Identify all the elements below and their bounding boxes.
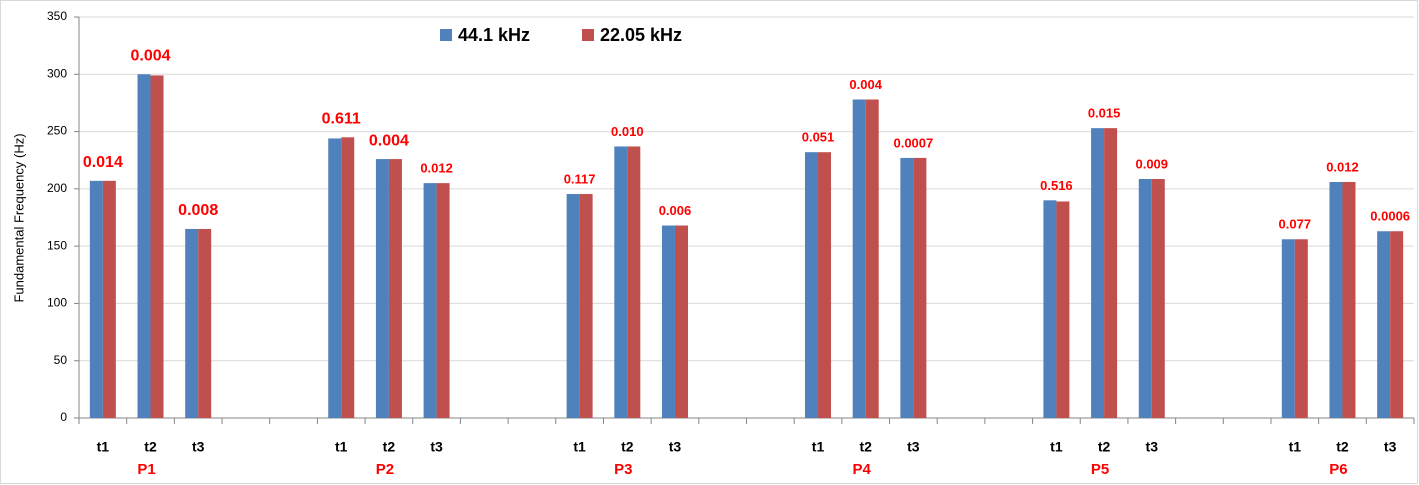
data-annotation: 0.004 xyxy=(130,48,170,65)
bar xyxy=(328,138,342,418)
bar xyxy=(1390,231,1404,418)
group-label: P2 xyxy=(376,461,394,478)
bar xyxy=(566,194,580,418)
bar xyxy=(198,228,212,418)
bar xyxy=(900,157,914,418)
legend-swatch xyxy=(582,29,594,41)
bar xyxy=(579,194,593,418)
x-tick-label: t2 xyxy=(144,439,157,455)
data-annotation: 0.004 xyxy=(369,132,409,149)
x-tick-label: t1 xyxy=(1289,439,1302,455)
y-tick-label: 250 xyxy=(47,124,67,138)
bar xyxy=(1104,128,1118,419)
group-label: P3 xyxy=(614,461,632,478)
data-annotation: 0.004 xyxy=(849,77,882,92)
data-annotation: 0.051 xyxy=(802,130,835,145)
group-label: P4 xyxy=(853,461,872,478)
x-tick-label: t2 xyxy=(1336,439,1349,455)
data-annotation: 0.015 xyxy=(1088,106,1121,121)
bar xyxy=(137,74,151,419)
bar xyxy=(1043,200,1057,418)
bar xyxy=(1377,231,1391,418)
bar xyxy=(1342,181,1356,418)
data-annotation: 0.0007 xyxy=(893,135,933,150)
bar xyxy=(805,152,819,419)
data-annotation: 0.008 xyxy=(178,202,218,219)
bar xyxy=(674,225,688,418)
x-tick-label: t2 xyxy=(859,439,872,455)
legend-label: 44.1 kHz xyxy=(458,25,530,45)
bar xyxy=(614,146,628,419)
bar xyxy=(185,228,199,418)
x-tick-label: t2 xyxy=(383,439,396,455)
legend-swatch xyxy=(440,29,452,41)
bar xyxy=(1056,201,1070,418)
bar xyxy=(1294,239,1308,418)
legend-label: 22.05 kHz xyxy=(600,25,682,45)
bar xyxy=(102,180,116,418)
data-annotation: 0.006 xyxy=(659,203,692,218)
data-annotation: 0.077 xyxy=(1279,217,1312,232)
bar xyxy=(1091,128,1105,419)
bar xyxy=(913,157,927,418)
bar xyxy=(150,75,164,418)
bar xyxy=(661,225,675,418)
bar xyxy=(852,99,866,419)
group-label: P6 xyxy=(1329,461,1347,478)
x-tick-label: t3 xyxy=(192,439,205,455)
y-axis-label: Fundamental Frequency (Hz) xyxy=(11,133,26,302)
bar xyxy=(1151,179,1165,418)
bar xyxy=(818,152,832,419)
x-tick-label: t1 xyxy=(812,439,825,455)
y-tick-label: 300 xyxy=(47,66,67,80)
x-tick-label: t1 xyxy=(573,439,586,455)
x-tick-label: t3 xyxy=(430,439,443,455)
x-tick-label: t2 xyxy=(1098,439,1111,455)
data-annotation: 0.010 xyxy=(611,124,644,139)
data-annotation: 0.009 xyxy=(1135,156,1168,171)
x-tick-label: t3 xyxy=(1384,439,1397,455)
x-tick-label: t3 xyxy=(1146,439,1159,455)
x-tick-label: t3 xyxy=(669,439,682,455)
x-tick-label: t3 xyxy=(907,439,920,455)
bar xyxy=(388,159,402,418)
data-annotation: 0.0006 xyxy=(1370,209,1410,224)
y-tick-label: 100 xyxy=(47,296,67,310)
y-tick-label: 150 xyxy=(47,238,67,252)
data-annotation: 0.012 xyxy=(1326,159,1359,174)
data-annotation: 0.014 xyxy=(83,154,123,171)
y-tick-label: 200 xyxy=(47,181,67,195)
y-tick-label: 350 xyxy=(47,9,67,23)
group-label: P5 xyxy=(1091,461,1109,478)
data-annotation: 0.012 xyxy=(420,161,453,176)
x-tick-label: t1 xyxy=(1050,439,1063,455)
bar xyxy=(865,99,879,419)
bar xyxy=(436,183,450,418)
bar xyxy=(341,137,355,419)
bar xyxy=(627,146,641,419)
data-annotation: 0.611 xyxy=(322,111,361,128)
group-label: P1 xyxy=(137,461,155,478)
bar xyxy=(375,159,389,418)
x-tick-label: t1 xyxy=(97,439,110,455)
bar xyxy=(1281,239,1295,418)
bar xyxy=(1329,181,1343,418)
data-annotation: 0.516 xyxy=(1040,178,1073,193)
x-tick-label: t1 xyxy=(335,439,348,455)
bar xyxy=(423,183,437,418)
y-tick-label: 50 xyxy=(54,353,68,367)
data-annotation: 0.117 xyxy=(564,171,596,186)
x-tick-label: t2 xyxy=(621,439,634,455)
y-tick-label: 0 xyxy=(60,410,67,424)
bar xyxy=(1138,179,1152,418)
bar xyxy=(89,180,103,418)
